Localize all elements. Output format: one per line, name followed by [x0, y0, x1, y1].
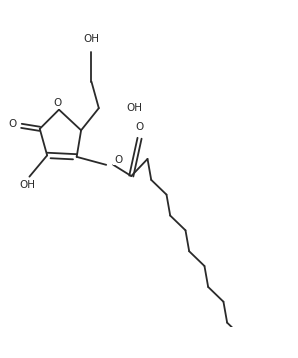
Text: OH: OH [127, 103, 143, 113]
Text: O: O [114, 155, 122, 165]
Text: O: O [54, 98, 62, 108]
Text: O: O [8, 119, 17, 129]
Text: OH: OH [19, 180, 35, 190]
Text: OH: OH [83, 34, 100, 44]
Text: O: O [135, 122, 144, 132]
